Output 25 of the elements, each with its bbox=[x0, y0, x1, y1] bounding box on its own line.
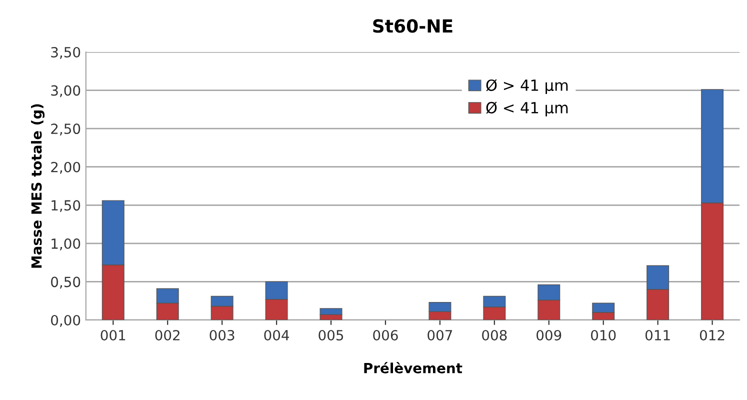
x-tick-label: 004 bbox=[264, 330, 290, 340]
y-tick-label: 2,50 bbox=[51, 124, 80, 136]
legend-label: Ø < 41 µm bbox=[486, 102, 568, 116]
x-tick-label: 005 bbox=[318, 330, 344, 340]
x-tick-label: 001 bbox=[100, 330, 126, 340]
y-tick-label: 3,00 bbox=[51, 85, 80, 98]
y-tick-label: 1,00 bbox=[52, 238, 80, 250]
x-tick-label: 002 bbox=[155, 330, 180, 340]
x-tick-label: 009 bbox=[536, 330, 562, 340]
x-axis-title: Prélèvement bbox=[364, 362, 462, 374]
x-tick-label: 012 bbox=[700, 330, 724, 340]
x-tick-label: 006 bbox=[373, 330, 398, 340]
y-tick-label: 0,00 bbox=[51, 314, 80, 327]
x-tick-label: 010 bbox=[591, 330, 616, 340]
x-tick-label: 011 bbox=[645, 330, 670, 340]
y-tick-label: 2,00 bbox=[51, 162, 80, 174]
legend-label: Ø > 41 µm bbox=[486, 79, 568, 94]
x-tick-label: 007 bbox=[428, 330, 452, 340]
y-axis-title: Masse MES totale (g) bbox=[31, 104, 45, 268]
y-tick-label: 3,50 bbox=[51, 46, 80, 59]
chart-title: St60-NE bbox=[373, 19, 452, 33]
y-tick-label: 0,50 bbox=[51, 276, 80, 289]
x-tick-label: 003 bbox=[210, 330, 234, 340]
y-tick-label: 1,50 bbox=[52, 200, 80, 212]
x-tick-label: 008 bbox=[482, 330, 507, 340]
